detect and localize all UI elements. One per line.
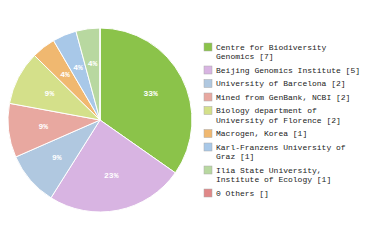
pie bbox=[8, 28, 192, 212]
legend-swatch bbox=[204, 189, 212, 197]
data-label: 33% bbox=[143, 89, 158, 98]
legend-label: Ilia State University,Institute of Ecolo… bbox=[216, 166, 331, 185]
legend-item: University of Barcelona [2] bbox=[204, 79, 346, 88]
legend-label: 0 Others [] bbox=[216, 189, 269, 198]
legend-label: Beijing Genomics Institute [5] bbox=[216, 66, 360, 75]
legend-swatch bbox=[204, 166, 212, 174]
legend-swatch bbox=[204, 43, 212, 51]
legend-label: Biology department ofUniversity of Flore… bbox=[216, 106, 341, 125]
data-labels: 33%23%9%9%9%4%4%4% bbox=[39, 59, 158, 180]
legend-item: Ilia State University,Institute of Ecolo… bbox=[204, 166, 331, 185]
legend-swatch bbox=[204, 93, 212, 101]
data-label: 4% bbox=[60, 70, 70, 79]
legend-label: University of Barcelona [2] bbox=[216, 79, 346, 88]
legend-item: Centre for BiodiversityGenomics [7] bbox=[204, 43, 327, 62]
pie-slice bbox=[76, 28, 100, 120]
legend: Centre for BiodiversityGenomics [7] Beiji… bbox=[204, 43, 360, 198]
legend-label: Mined from GenBank, NCBI [2] bbox=[216, 93, 350, 102]
data-label: 9% bbox=[45, 89, 55, 98]
data-label: 4% bbox=[73, 63, 83, 72]
data-label: 9% bbox=[52, 153, 62, 162]
pie-slice bbox=[100, 28, 101, 120]
chart: 33%23%9%9%9%4%4%4%Centre for Biodiversit… bbox=[0, 0, 380, 240]
data-label: 4% bbox=[88, 59, 98, 68]
legend-item: Beijing Genomics Institute [5] bbox=[204, 66, 360, 75]
legend-label: Centre for BiodiversityGenomics [7] bbox=[216, 43, 327, 62]
legend-item: Biology department ofUniversity of Flore… bbox=[204, 106, 341, 125]
legend-swatch bbox=[204, 107, 212, 115]
legend-label: Macrogen, Korea [1] bbox=[216, 129, 307, 138]
legend-item: 0 Others [] bbox=[204, 189, 269, 198]
legend-item: Mined from GenBank, NCBI [2] bbox=[204, 93, 350, 102]
legend-swatch bbox=[204, 66, 212, 74]
legend-label: Karl-Franzens University ofGraz [1] bbox=[216, 143, 346, 162]
data-label: 9% bbox=[39, 122, 49, 131]
legend-item: Karl-Franzens University ofGraz [1] bbox=[204, 143, 346, 162]
legend-swatch bbox=[204, 130, 212, 138]
legend-item: Macrogen, Korea [1] bbox=[204, 129, 307, 138]
data-label: 23% bbox=[104, 171, 119, 180]
legend-swatch bbox=[204, 143, 212, 151]
legend-swatch bbox=[204, 80, 212, 88]
